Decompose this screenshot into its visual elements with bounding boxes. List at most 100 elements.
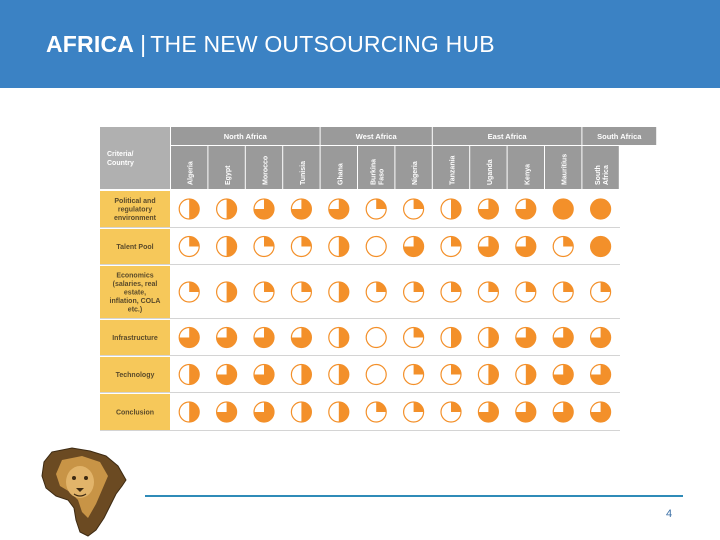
harvey-ball-fill xyxy=(488,282,499,292)
harvey-ball-fill xyxy=(451,282,461,292)
row-label-cell xyxy=(100,229,170,264)
harvey-ball-fill xyxy=(179,327,200,348)
criteria-header-label: Country xyxy=(107,160,134,167)
country-label: South xyxy=(595,165,602,185)
lion-logo-icon xyxy=(41,447,127,537)
harvey-ball-fill xyxy=(254,364,274,385)
row-label: estate, xyxy=(124,290,146,297)
region-header-2 xyxy=(432,127,582,145)
row-label-cell xyxy=(100,266,170,318)
country-header-cell xyxy=(432,146,470,189)
harvey-ball-fill xyxy=(525,282,536,292)
harvey-ball-fill xyxy=(301,236,312,247)
criteria-header-cell xyxy=(100,127,170,189)
harvey-ball-fill xyxy=(189,402,200,422)
country-label: Uganda xyxy=(487,159,494,185)
harvey-ball-fill xyxy=(515,402,536,422)
harvey-ball-fill xyxy=(264,236,274,247)
harvey-ball-outline xyxy=(365,235,387,258)
country-header-cell xyxy=(395,146,432,189)
row-label-cell xyxy=(100,320,170,355)
harvey-ball-fill xyxy=(515,199,536,219)
region-header-0 xyxy=(171,127,320,145)
harvey-ball-fill xyxy=(328,199,349,219)
country-label: Algeria xyxy=(188,161,195,185)
harvey-ball-fill xyxy=(403,236,424,257)
row-label: environment xyxy=(114,215,157,222)
country-header-cell xyxy=(245,146,283,189)
country-header-cell xyxy=(507,146,544,189)
country-label: Burkina xyxy=(371,159,378,185)
country-header-cell xyxy=(208,146,245,189)
harvey-ball-fill xyxy=(291,327,312,348)
header-banner: AFRICA | THE NEW OUTSOURCING HUB xyxy=(0,0,720,88)
harvey-ball-fill xyxy=(376,199,387,209)
harvey-ball-fill xyxy=(563,282,574,292)
harvey-ball-fill xyxy=(264,282,274,292)
harvey-ball-fill xyxy=(413,199,424,209)
country-label: Tanzania xyxy=(450,155,457,185)
harvey-ball-fill xyxy=(451,327,462,348)
row-label: inflation, COLA xyxy=(110,298,161,305)
harvey-ball-fill xyxy=(301,402,312,422)
harvey-ball-fill xyxy=(226,236,237,257)
harvey-ball-fill xyxy=(338,282,349,302)
row-label-cell xyxy=(100,357,170,392)
region-label: North Africa xyxy=(224,132,268,141)
page-title: AFRICA | THE NEW OUTSOURCING HUB xyxy=(46,31,495,58)
harvey-ball-fill xyxy=(600,282,611,292)
harvey-ball-fill xyxy=(189,199,200,219)
row-label-cell xyxy=(100,191,170,227)
harvey-ball-fill xyxy=(254,199,274,219)
row-label: Infrastructure xyxy=(112,335,158,342)
criteria-header-label: Criteria/ xyxy=(107,151,134,158)
region-header-3 xyxy=(582,127,657,145)
harvey-ball-fill xyxy=(301,282,312,292)
harvey-ball-fill xyxy=(553,199,574,219)
harvey-ball-fill xyxy=(254,402,274,422)
country-label: Africa xyxy=(603,165,610,185)
footer-rule xyxy=(145,495,683,497)
harvey-ball-fill xyxy=(553,327,574,348)
harvey-ball-outline xyxy=(365,326,387,349)
country-label: Morocco xyxy=(263,156,270,185)
harvey-ball-fill xyxy=(413,364,424,375)
harvey-ball-fill xyxy=(376,402,387,412)
country-label: Mauritius xyxy=(562,154,569,185)
row-label: Economics xyxy=(116,273,153,280)
row-label: (salaries, real xyxy=(113,281,158,288)
harvey-ball-fill xyxy=(478,402,499,422)
harvey-ball-fill xyxy=(553,402,574,422)
harvey-ball-fill xyxy=(590,199,611,219)
country-header-cell xyxy=(358,146,395,189)
harvey-ball-fill xyxy=(413,402,424,412)
country-label: Tunisia xyxy=(300,161,307,185)
harvey-ball-fill xyxy=(189,364,200,385)
region-header-1 xyxy=(320,127,432,145)
harvey-ball-outline xyxy=(365,363,387,386)
harvey-ball-fill xyxy=(226,282,237,302)
harvey-ball-fill xyxy=(590,402,611,422)
region-label: South Africa xyxy=(597,132,642,141)
harvey-ball-fill xyxy=(488,327,499,348)
country-header-cell xyxy=(283,146,320,189)
harvey-ball-fill xyxy=(451,364,461,375)
title-separator: | xyxy=(140,31,147,57)
region-label: West Africa xyxy=(356,132,398,141)
harvey-ball-fill xyxy=(515,327,536,348)
country-header-cell xyxy=(582,146,619,189)
harvey-ball-fill xyxy=(563,236,574,247)
harvey-ball-fill xyxy=(590,327,611,348)
row-label: Political and xyxy=(114,198,155,205)
harvey-ball-fill xyxy=(478,199,499,219)
row-label: Conclusion xyxy=(116,410,154,417)
harvey-ball-fill xyxy=(376,282,387,292)
harvey-ball-fill xyxy=(216,364,237,385)
row-label: Technology xyxy=(116,372,155,379)
harvey-ball-fill xyxy=(525,364,536,385)
row-label: regulatory xyxy=(118,207,152,214)
harvey-ball-fill xyxy=(338,402,349,422)
harvey-ball-fill xyxy=(590,364,611,385)
